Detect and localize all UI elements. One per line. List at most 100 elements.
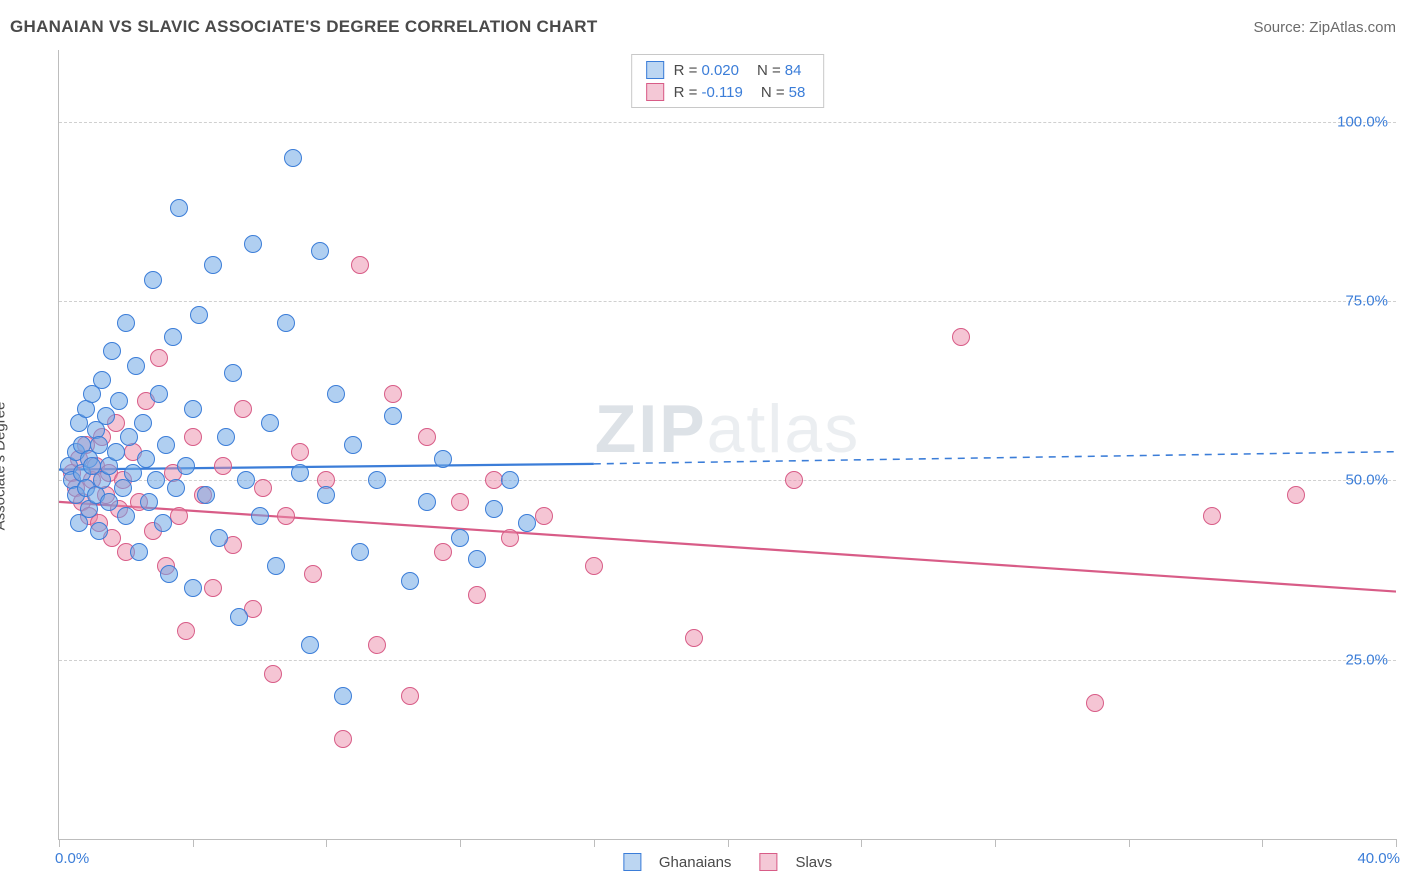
trend-line xyxy=(594,452,1396,464)
chart-title: GHANAIAN VS SLAVIC ASSOCIATE'S DEGREE CO… xyxy=(10,17,598,37)
x-tick xyxy=(861,839,862,847)
scatter-point-ghanaians xyxy=(160,565,178,583)
x-tick xyxy=(460,839,461,847)
scatter-point-ghanaians xyxy=(134,414,152,432)
swatch-slavs xyxy=(646,83,664,101)
scatter-point-ghanaians xyxy=(107,443,125,461)
scatter-point-ghanaians xyxy=(100,493,118,511)
y-tick-label: 50.0% xyxy=(1345,472,1388,489)
scatter-point-ghanaians xyxy=(230,608,248,626)
scatter-point-ghanaians xyxy=(485,500,503,518)
scatter-point-ghanaians xyxy=(468,550,486,568)
plot-wrapper: Associate's Degree ZIPatlas R = 0.020 N … xyxy=(10,50,1396,882)
scatter-point-ghanaians xyxy=(184,400,202,418)
scatter-point-slavs xyxy=(952,328,970,346)
x-tick xyxy=(59,839,60,847)
grid-line xyxy=(59,122,1396,123)
scatter-point-ghanaians xyxy=(291,464,309,482)
bottom-legend: Ghanaians Slavs xyxy=(623,853,832,871)
scatter-point-slavs xyxy=(254,479,272,497)
scatter-point-ghanaians xyxy=(177,457,195,475)
scatter-point-ghanaians xyxy=(184,579,202,597)
scatter-point-ghanaians xyxy=(311,242,329,260)
watermark-atlas: atlas xyxy=(707,391,861,467)
grid-line xyxy=(59,660,1396,661)
scatter-point-slavs xyxy=(204,579,222,597)
scatter-point-ghanaians xyxy=(93,371,111,389)
r-label: R = xyxy=(674,62,698,79)
scatter-point-ghanaians xyxy=(451,529,469,547)
scatter-point-slavs xyxy=(1203,507,1221,525)
scatter-point-ghanaians xyxy=(90,522,108,540)
scatter-point-slavs xyxy=(401,687,419,705)
scatter-point-slavs xyxy=(1287,486,1305,504)
r-value-slavs: -0.119 xyxy=(701,84,742,101)
stats-row-slavs: R = -0.119 N = 58 xyxy=(632,81,824,103)
n-value-ghanaians: 84 xyxy=(785,62,802,79)
scatter-point-slavs xyxy=(585,557,603,575)
scatter-point-ghanaians xyxy=(170,199,188,217)
x-tick xyxy=(1396,839,1397,847)
scatter-point-slavs xyxy=(304,565,322,583)
y-tick-label: 75.0% xyxy=(1345,293,1388,310)
scatter-point-ghanaians xyxy=(90,436,108,454)
scatter-point-ghanaians xyxy=(140,493,158,511)
scatter-point-ghanaians xyxy=(130,543,148,561)
legend-item-slavs: Slavs xyxy=(759,853,832,871)
scatter-point-ghanaians xyxy=(154,514,172,532)
scatter-point-slavs xyxy=(368,636,386,654)
scatter-point-slavs xyxy=(384,385,402,403)
scatter-point-ghanaians xyxy=(210,529,228,547)
scatter-point-slavs xyxy=(351,256,369,274)
scatter-point-slavs xyxy=(418,428,436,446)
scatter-point-ghanaians xyxy=(204,256,222,274)
scatter-point-ghanaians xyxy=(217,428,235,446)
grid-line xyxy=(59,301,1396,302)
x-max-label: 40.0% xyxy=(1357,850,1400,867)
scatter-point-ghanaians xyxy=(344,436,362,454)
scatter-point-slavs xyxy=(501,529,519,547)
scatter-point-ghanaians xyxy=(144,271,162,289)
x-tick xyxy=(1129,839,1130,847)
x-tick xyxy=(995,839,996,847)
scatter-point-slavs xyxy=(184,428,202,446)
scatter-point-ghanaians xyxy=(237,471,255,489)
legend-item-ghanaians: Ghanaians xyxy=(623,853,732,871)
scatter-point-ghanaians xyxy=(164,328,182,346)
scatter-point-ghanaians xyxy=(167,479,185,497)
n-label: N = xyxy=(757,62,781,79)
watermark-zip: ZIP xyxy=(595,391,707,467)
x-tick xyxy=(1262,839,1263,847)
swatch-slavs xyxy=(759,853,777,871)
scatter-point-ghanaians xyxy=(120,428,138,446)
scatter-point-ghanaians xyxy=(190,306,208,324)
scatter-point-ghanaians xyxy=(251,507,269,525)
x-tick xyxy=(594,839,595,847)
scatter-point-ghanaians xyxy=(384,407,402,425)
scatter-point-ghanaians xyxy=(277,314,295,332)
scatter-point-ghanaians xyxy=(124,464,142,482)
scatter-point-ghanaians xyxy=(327,385,345,403)
scatter-point-slavs xyxy=(291,443,309,461)
scatter-point-ghanaians xyxy=(244,235,262,253)
scatter-point-ghanaians xyxy=(97,407,115,425)
scatter-point-slavs xyxy=(451,493,469,511)
scatter-point-ghanaians xyxy=(117,507,135,525)
scatter-point-ghanaians xyxy=(224,364,242,382)
legend-label-slavs: Slavs xyxy=(795,854,832,871)
scatter-point-ghanaians xyxy=(401,572,419,590)
n-value-slavs: 58 xyxy=(789,84,806,101)
y-tick-label: 25.0% xyxy=(1345,651,1388,668)
watermark: ZIPatlas xyxy=(595,390,860,468)
scatter-point-ghanaians xyxy=(284,149,302,167)
swatch-ghanaians xyxy=(623,853,641,871)
scatter-point-ghanaians xyxy=(157,436,175,454)
scatter-point-slavs xyxy=(485,471,503,489)
scatter-point-slavs xyxy=(434,543,452,561)
scatter-point-ghanaians xyxy=(127,357,145,375)
stats-row-ghanaians: R = 0.020 N = 84 xyxy=(632,59,824,81)
scatter-point-ghanaians xyxy=(150,385,168,403)
scatter-point-slavs xyxy=(264,665,282,683)
r-value-ghanaians: 0.020 xyxy=(701,62,739,79)
stats-legend-box: R = 0.020 N = 84 R = -0.119 N = 58 xyxy=(631,54,825,108)
